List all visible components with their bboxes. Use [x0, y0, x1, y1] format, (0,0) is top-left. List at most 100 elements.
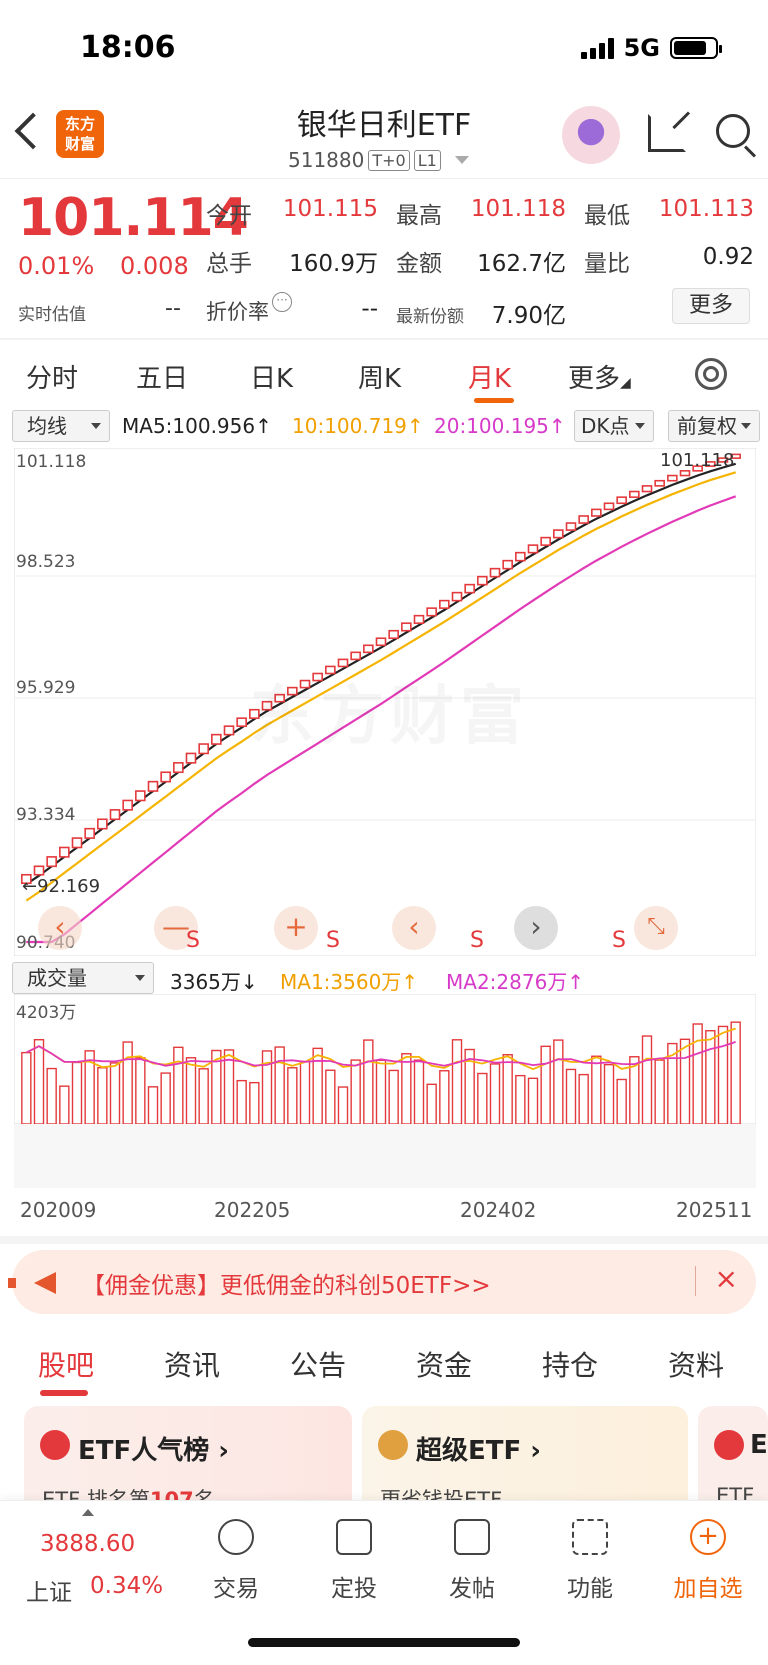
volume-row: 成交量 3365万↓ MA1:3560万↑ MA2:2876万↑ — [12, 962, 760, 996]
volume-bar — [527, 1077, 539, 1125]
info-icon[interactable]: ··· — [272, 292, 292, 312]
tab-news[interactable]: 资讯 — [164, 1349, 221, 1382]
indicator-select[interactable]: 均线 — [12, 410, 110, 442]
expand-button[interactable]: ⤡ — [634, 906, 678, 950]
next-button[interactable]: › — [514, 906, 558, 950]
candle — [654, 479, 665, 487]
candle — [401, 622, 412, 632]
tab-underline — [474, 398, 514, 403]
candle — [388, 629, 399, 640]
kline-chart[interactable] — [14, 448, 756, 956]
volume-bar — [540, 1045, 551, 1125]
volume-bar — [350, 1059, 361, 1125]
last-price: 101.114 — [18, 188, 249, 248]
vol-ma2-value: MA2:2876万↑ — [446, 970, 585, 994]
volume-bar — [363, 1039, 374, 1125]
candle — [705, 461, 716, 467]
tab-intraday[interactable]: 分时 — [26, 364, 79, 394]
volume-bar — [59, 1085, 70, 1125]
volume-bar — [565, 1068, 577, 1125]
volume-bar — [603, 1063, 615, 1125]
close-icon[interactable]: × — [714, 1262, 738, 1295]
scroll-left-button[interactable]: ‹ — [38, 906, 82, 950]
candle — [122, 799, 133, 811]
promo-banner[interactable]: 【佣金优惠】更低佣金的科创50ETF>> × — [8, 1250, 756, 1314]
zoom-out-button[interactable]: — — [154, 906, 198, 950]
volume-bar — [401, 1053, 412, 1125]
tab-funds[interactable]: 资金 — [416, 1349, 473, 1382]
volume-bar — [122, 1041, 133, 1125]
index-value[interactable]: 3888.60 — [40, 1531, 136, 1557]
candle — [426, 607, 437, 617]
tab-guba[interactable]: 股吧 — [38, 1349, 95, 1382]
y-label-top: 101.118 — [16, 452, 87, 472]
etf-icon — [714, 1430, 744, 1460]
candle — [185, 752, 197, 764]
zoom-in-button[interactable]: + — [274, 906, 318, 950]
candle — [553, 529, 564, 539]
gear-icon[interactable] — [695, 358, 727, 390]
candle — [667, 474, 678, 482]
prev-button[interactable]: ‹ — [392, 906, 436, 950]
status-time: 18:06 — [80, 30, 176, 65]
edit-icon — [454, 1519, 490, 1555]
assistant-avatar[interactable] — [562, 106, 620, 164]
nav-fixed-invest[interactable]: 定投 — [304, 1519, 404, 1603]
candle — [198, 743, 209, 755]
high-marker: 101.118 — [660, 450, 735, 471]
candle — [717, 457, 729, 463]
candle — [337, 658, 349, 668]
megaphone-icon — [8, 1272, 56, 1294]
tab-profile[interactable]: 资料 — [668, 1349, 725, 1382]
ma20-line — [26, 495, 737, 944]
chart-icon — [40, 1430, 70, 1460]
candle — [565, 522, 577, 531]
nav-functions[interactable]: 功能 — [540, 1519, 640, 1603]
volume-bar — [717, 1025, 729, 1125]
index-name[interactable]: 上证 — [26, 1580, 72, 1606]
y-label-2: 98.523 — [16, 552, 76, 572]
search-icon[interactable] — [716, 114, 750, 148]
candle — [439, 599, 450, 609]
page-title: 银华日利ETF — [296, 108, 472, 143]
volume-label: 总手 — [206, 251, 252, 277]
adjust-select[interactable]: 前复权 — [668, 410, 760, 442]
tab-monthly-k[interactable]: 月K — [468, 364, 512, 394]
volume-bar — [46, 1067, 57, 1125]
app-logo: 东方 财富 — [56, 110, 104, 158]
volume-select[interactable]: 成交量 — [12, 962, 154, 994]
volume-chart[interactable] — [14, 994, 756, 1188]
candle — [578, 515, 589, 524]
tab-announcements[interactable]: 公告 — [290, 1349, 347, 1382]
index-change[interactable]: 0.34% — [90, 1573, 164, 1599]
nav-trade[interactable]: 交易 — [186, 1519, 286, 1603]
promo-text[interactable]: 【佣金优惠】更低佣金的科创50ETF>> — [82, 1273, 491, 1299]
ma5-value: MA5:100.956↑ — [122, 414, 272, 438]
stock-code-row[interactable]: 511880 T+0 L1 — [288, 148, 469, 172]
dk-point-select[interactable]: DK点 — [574, 410, 654, 442]
candle — [21, 873, 32, 885]
candle — [363, 644, 374, 654]
candle — [616, 496, 627, 505]
nav-add-watchlist[interactable]: + 加自选 — [673, 1519, 743, 1602]
high-value: 101.118 — [470, 196, 566, 222]
calendar-icon — [336, 1519, 372, 1555]
ma10-value: 10:100.719↑ — [292, 414, 424, 438]
tab-daily-k[interactable]: 日K — [250, 364, 294, 394]
nav-post[interactable]: 发帖 — [422, 1519, 522, 1603]
more-button[interactable]: 更多 — [672, 288, 750, 324]
volume-value: 3365万↓ — [170, 970, 258, 994]
network-label: 5G — [623, 34, 660, 62]
tab-weekly-k[interactable]: 周K — [358, 364, 402, 394]
tab-holdings[interactable]: 持仓 — [542, 1349, 599, 1382]
share-icon[interactable] — [648, 114, 686, 152]
volume-bar — [223, 1049, 235, 1125]
tab-more[interactable]: 更多◢ — [568, 364, 631, 394]
plus-icon: + — [690, 1519, 726, 1555]
tab-five-day[interactable]: 五日 — [136, 364, 189, 394]
ma10-line — [25, 471, 737, 902]
yen-icon — [218, 1519, 254, 1555]
volume-bar — [33, 1039, 45, 1125]
candle — [261, 700, 273, 711]
